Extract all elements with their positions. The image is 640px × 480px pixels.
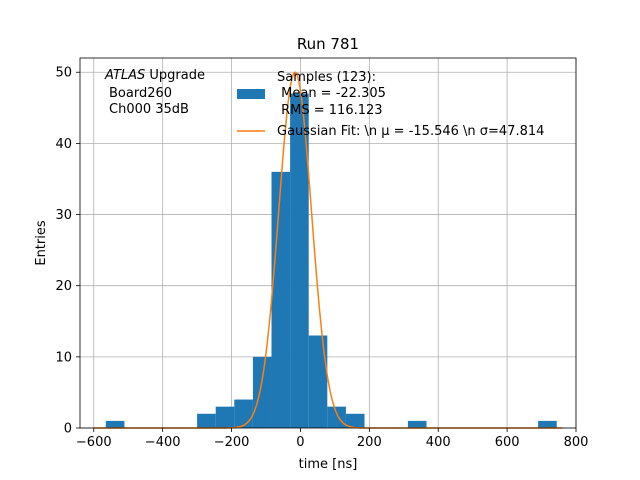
histogram-bar: [345, 413, 365, 428]
histogram-bar: [271, 171, 291, 428]
x-tick-label: −200: [214, 435, 250, 450]
histogram-bar: [538, 420, 557, 428]
histogram-bar: [105, 420, 125, 428]
legend-label-fit: Gaussian Fit: \n μ = -15.546 \n σ=47.814: [277, 124, 544, 139]
y-tick-label: 30: [55, 208, 72, 223]
legend-swatch-samples: [237, 89, 265, 99]
legend-label-samples: Samples (123): Mean = -22.305 RMS = 116.…: [277, 70, 386, 118]
y-tick-label: 20: [55, 279, 72, 294]
annotation-channel: Ch000 35dB: [109, 102, 189, 117]
x-tick-label: 600: [495, 435, 520, 450]
x-tick-label: −400: [145, 435, 181, 450]
histogram-bar: [327, 406, 346, 428]
histogram-bar: [215, 406, 235, 428]
legend-samples-line: RMS = 116.123: [277, 103, 383, 118]
histogram-bar: [197, 413, 216, 428]
legend: Samples (123): Mean = -22.305 RMS = 116.…: [237, 70, 544, 139]
x-tick-label: 400: [426, 435, 451, 450]
chart-title: Run 781: [297, 35, 359, 53]
histogram-bar: [290, 93, 309, 429]
histogram-bar: [407, 420, 427, 428]
annotation-board: Board260: [109, 86, 172, 101]
y-axis-ticks: 0 10 20 30 40 50: [55, 66, 80, 437]
histogram-bar: [308, 335, 328, 428]
y-axis-label: Entries: [34, 220, 49, 266]
atlas-annotation: ATLAS Upgrade Board260 Ch000 35dB: [104, 68, 205, 117]
x-tick-label: 0: [296, 435, 304, 450]
x-tick-label: −600: [76, 435, 112, 450]
svg-text:ATLAS Upgrade: ATLAS Upgrade: [104, 68, 205, 83]
annotation-upgrade: Upgrade: [145, 68, 205, 83]
x-tick-label: 200: [357, 435, 382, 450]
x-axis-label: time [ns]: [299, 457, 358, 472]
y-tick-label: 10: [55, 350, 72, 365]
histogram-bar: [252, 356, 272, 428]
x-tick-label: 800: [564, 435, 589, 450]
y-tick-label: 50: [55, 66, 72, 81]
annotation-atlas: ATLAS: [104, 68, 145, 83]
y-tick-label: 40: [55, 137, 72, 152]
legend-samples-line: Mean = -22.305: [277, 86, 386, 101]
y-tick-label: 0: [64, 422, 72, 437]
x-axis-ticks: −600 −400 −200 0 200 400 600 800: [76, 428, 588, 450]
plot-frame: [79, 57, 577, 429]
legend-samples-line: Samples (123):: [277, 70, 376, 85]
histogram-bar: [234, 399, 253, 428]
